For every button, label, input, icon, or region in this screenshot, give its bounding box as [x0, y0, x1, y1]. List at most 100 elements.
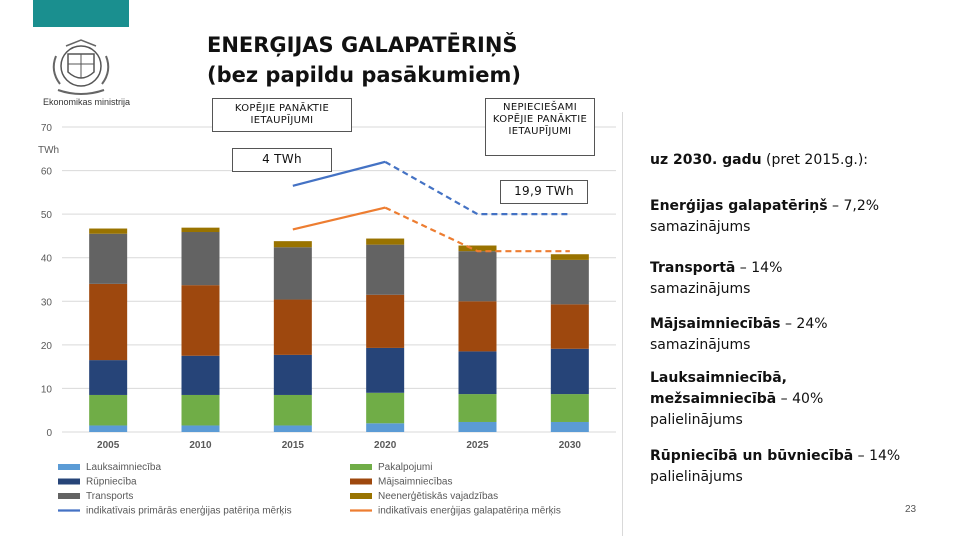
summary-item-5-rest: – 14% palielinājums	[650, 448, 901, 485]
bar-segment	[89, 360, 128, 395]
legend-swatch	[58, 478, 80, 485]
bar-segment	[458, 394, 497, 422]
bar-segment	[273, 247, 312, 300]
bar-segment	[366, 423, 405, 432]
bar-segment	[366, 392, 405, 424]
bar-segment	[458, 351, 497, 395]
x-tick-label: 2030	[559, 440, 582, 451]
bar-segment	[89, 283, 128, 361]
callout-total-savings-value: 4 TWh	[232, 148, 332, 172]
x-tick-label: 2005	[97, 440, 120, 451]
bar-segment	[458, 251, 497, 302]
bar-segment	[181, 227, 220, 233]
summary-item-2-bold: Transportā	[650, 260, 736, 276]
bar-segment	[366, 244, 405, 295]
summary-item-4-rest: – 40% palielinājums	[650, 391, 824, 428]
summary-item-1-bold: Enerģijas galapatēriņš	[650, 198, 828, 214]
legend-label: indikatīvais primārās enerģijas patēriņa…	[86, 504, 292, 517]
bar-segment	[181, 425, 220, 432]
y-tick-label: 10	[41, 384, 53, 395]
bar-segment	[273, 354, 312, 395]
y-tick-label: 0	[46, 428, 52, 439]
bar-segment	[273, 394, 312, 426]
legend-label: Lauksaimniecība	[86, 462, 161, 473]
y-tick-label: 50	[41, 210, 53, 221]
y-tick-label: 40	[41, 254, 53, 265]
legend-label: Rūpniecība	[86, 477, 137, 488]
summary-item-1: Enerģijas galapatēriņš – 7,2% samazināju…	[650, 196, 935, 238]
y-tick-label: 60	[41, 167, 53, 178]
ministry-name: Ekonomikas ministrija	[43, 97, 131, 107]
y-tick-label: 30	[41, 297, 53, 308]
legend-label: Pakalpojumi	[378, 462, 432, 473]
legend-label: Transports	[86, 491, 133, 502]
callout-total-savings-label: KOPĒJIE PANĀKTIE IETAUPĪJUMI	[212, 98, 352, 132]
bar-segment	[550, 421, 589, 432]
x-tick-label: 2015	[282, 440, 305, 451]
target-line-dashed	[384, 160, 570, 216]
legend-label: indikatīvais enerģijas galapatēriņa mērķ…	[378, 504, 561, 517]
legend-swatch	[350, 478, 372, 485]
summary-item-4-bold: Lauksaimniecībā, mežsaimniecībā	[650, 370, 787, 407]
bar-segment	[458, 301, 497, 352]
bar-segment	[458, 421, 497, 432]
y-tick-label: 20	[41, 341, 53, 352]
legend-label: Mājsaimniecības	[378, 477, 452, 488]
title-line-1: ENERĢIJAS GALAPATĒRIŅŠ	[207, 33, 518, 57]
summary-intro-bold: uz 2030. gadu	[650, 152, 762, 168]
summary-intro: uz 2030. gadu (pret 2015.g.):	[650, 150, 868, 171]
callout-required-savings-number: 19,9 TWh	[514, 184, 574, 198]
target-line-dashed	[384, 206, 570, 253]
summary-item-3: Mājsaimniecībās – 24% samazinājums	[650, 314, 900, 356]
summary-item-1-rest: – 7,2% samazinājums	[650, 198, 880, 235]
target-line-solid	[292, 160, 386, 187]
divider-line	[622, 112, 623, 536]
bar-segment	[366, 238, 405, 245]
title-line-2: (bez papildu pasākumiem)	[207, 63, 521, 87]
callout-required-savings-value: 19,9 TWh	[500, 180, 588, 204]
page-number: 23	[905, 504, 917, 515]
callout-required-savings-text: NEPIECIEŠAMI KOPĒJIE PANĀKTIE IETAUPĪJUM…	[492, 102, 588, 137]
callout-total-savings-number: 4 TWh	[262, 152, 302, 166]
bar-segment	[458, 245, 497, 252]
summary-item-5: Rūpniecībā un būvniecībā – 14% palielinā…	[650, 446, 935, 488]
x-tick-label: 2020	[374, 440, 397, 451]
header-accent-bar	[33, 0, 129, 27]
callout-required-savings-label: NEPIECIEŠAMI KOPĒJIE PANĀKTIE IETAUPĪJUM…	[485, 98, 595, 156]
summary-item-5-bold: Rūpniecībā un būvniecībā	[650, 448, 854, 464]
legend-swatch	[350, 493, 372, 499]
legend-swatch	[58, 493, 80, 499]
bar-segment	[550, 394, 589, 422]
bar-segment	[550, 348, 589, 395]
y-tick-label: 70	[41, 123, 53, 134]
bar-segment	[89, 425, 128, 432]
target-line-solid	[292, 206, 386, 231]
legend-label: Neenerģētiskās vajadzības	[378, 489, 498, 502]
bar-segment	[273, 241, 312, 248]
bar-segment	[89, 394, 128, 426]
page-title: ENERĢIJAS GALAPATĒRIŅŠ (bez papildu pasā…	[207, 30, 521, 90]
bar-segment	[181, 394, 220, 426]
coat-of-arms-logo	[52, 39, 110, 95]
bar-segment	[550, 304, 589, 349]
x-tick-label: 2010	[189, 440, 212, 451]
bar-segment	[366, 294, 405, 348]
summary-item-2-rest: – 14% samazinājums	[650, 260, 783, 297]
bar-segment	[550, 259, 589, 305]
bar-segment	[89, 233, 128, 284]
bar-segment	[366, 347, 405, 393]
summary-item-3-rest: – 24% samazinājums	[650, 316, 828, 353]
bar-segment	[181, 232, 220, 286]
bar-segment	[550, 254, 589, 260]
bar-segment	[273, 425, 312, 432]
summary-item-3-bold: Mājsaimniecībās	[650, 316, 781, 332]
bar-segment	[181, 285, 220, 356]
callout-total-savings-text: KOPĒJIE PANĀKTIE IETAUPĪJUMI	[234, 103, 330, 126]
summary-item-2: Transportā – 14% samazinājums	[650, 258, 850, 300]
bar-segment	[181, 355, 220, 395]
bar-segment	[273, 299, 312, 355]
x-tick-label: 2025	[466, 440, 489, 451]
y-axis-label: TWh	[38, 145, 59, 156]
legend-swatch	[350, 464, 372, 470]
